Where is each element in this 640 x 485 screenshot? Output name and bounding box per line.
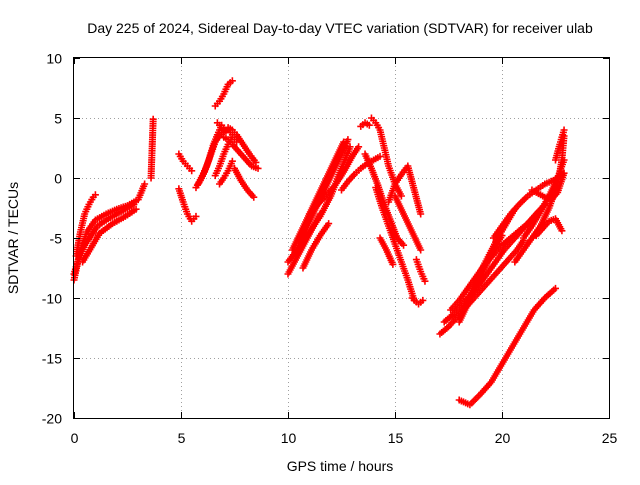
series-arc-2i	[231, 164, 258, 201]
data-point	[130, 200, 138, 208]
data-point	[417, 210, 425, 218]
data-point	[188, 167, 196, 175]
series-arc-3p	[408, 294, 427, 308]
x-tick-label: 0	[71, 430, 79, 446]
data-point	[421, 277, 429, 285]
data-point	[147, 174, 155, 182]
series-arc-4j	[532, 215, 566, 240]
x-tick-label: 5	[178, 430, 186, 446]
series-arc-2b	[175, 150, 196, 175]
series-arc-3g	[338, 152, 384, 194]
data-point	[417, 246, 425, 254]
series-arc-4f	[455, 284, 559, 409]
data-point	[325, 220, 333, 228]
series-arc-2g	[224, 124, 260, 166]
data-point	[400, 241, 408, 249]
series-arc-2j	[211, 77, 236, 110]
data-point	[141, 180, 149, 188]
x-tick-label: 25	[602, 430, 618, 446]
plot-border	[73, 57, 610, 419]
series-arc-4i	[519, 156, 568, 242]
series-arc-2a	[175, 185, 200, 225]
data-point	[344, 136, 352, 144]
data-point	[552, 284, 559, 292]
series-arc-3m	[385, 162, 425, 218]
axis-ticks: 0 5 10 15 20 25 -20 -15 -10 -5 0 5 10	[42, 51, 618, 447]
y-tick-label: -20	[42, 411, 62, 427]
y-tick-label: -15	[42, 351, 62, 367]
series-arc-2h	[220, 133, 262, 172]
data-point	[560, 169, 568, 177]
data-point	[560, 126, 568, 134]
y-tick-label: 10	[46, 51, 62, 67]
series-arc-4l	[552, 126, 568, 164]
data-point	[558, 227, 566, 235]
data-points	[70, 77, 568, 409]
series-arc-3n	[391, 192, 425, 254]
data-point	[560, 156, 568, 164]
data-point	[250, 193, 258, 201]
y-axis-label: SDTVAR / TECUs	[5, 182, 21, 294]
data-point	[228, 157, 236, 165]
series-arc-3f	[305, 143, 363, 218]
data-point	[397, 192, 405, 200]
data-point	[222, 126, 230, 134]
y-tick-label: -5	[50, 231, 63, 247]
data-point	[419, 296, 427, 304]
series-arc-2k	[213, 119, 230, 134]
series-arc-1c	[72, 191, 99, 260]
x-tick-label: 10	[281, 430, 297, 446]
series-arc-4k	[528, 169, 568, 204]
series-arc-3o	[412, 256, 429, 285]
data-point	[376, 152, 384, 160]
chart-title: Day 225 of 2024, Sidereal Day-to-day VTE…	[87, 20, 593, 36]
series-isolated	[147, 115, 157, 182]
data-point	[192, 212, 200, 220]
series-arc-3h	[357, 119, 373, 130]
data-point	[355, 143, 363, 151]
x-axis-label: GPS time / hours	[287, 458, 394, 474]
data-point	[91, 191, 99, 199]
y-tick-label: -10	[42, 291, 62, 307]
series-arc-3e	[299, 220, 333, 272]
y-tick-label: 5	[54, 111, 62, 127]
series-arc-1d	[79, 205, 140, 266]
x-tick-label: 20	[495, 430, 511, 446]
series-arc-4a	[436, 236, 527, 338]
x-tick-label: 15	[388, 430, 404, 446]
data-point	[389, 260, 397, 268]
data-point	[346, 143, 354, 151]
series-arc-3l	[376, 234, 397, 268]
data-point	[228, 77, 236, 85]
data-point	[365, 121, 373, 129]
y-tick-label: 0	[54, 171, 62, 187]
data-point	[132, 205, 140, 213]
data-point	[254, 164, 262, 172]
series-arc-2f	[216, 157, 236, 188]
